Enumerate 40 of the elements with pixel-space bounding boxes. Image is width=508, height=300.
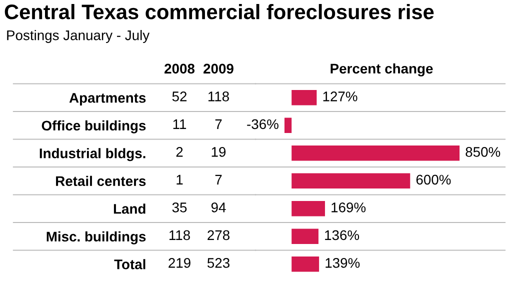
y-tick-label: Land [114,204,146,214]
bar [284,118,292,134]
chart-title: Percent change [330,63,433,76]
data-label: 169% [332,202,366,212]
data-label: 278 [208,230,230,240]
data-label: 850% [466,147,500,157]
chart-title: Central Texas commercial foreclosures rise [4,4,434,20]
data-label: 600% [416,174,451,185]
bar [292,228,318,244]
data-label: 35 [172,202,187,212]
y-tick-label: Retail centers [56,176,146,186]
data-label: 19 [212,147,226,157]
y-tick-label: Apartments [69,93,146,106]
data-label: 136% [325,230,360,240]
data-label: 52 [172,92,187,102]
bar [292,200,325,216]
data-label: 94 [211,202,226,212]
x-tick-label: 2008 [164,64,195,74]
data-label: 139% [326,258,360,268]
bar [292,90,317,106]
bar [292,145,460,161]
y-tick-label: Office buildings [42,120,146,134]
data-label: 219 [168,258,190,268]
y-tick-label: Industrial bldgs. [40,148,146,162]
y-tick-label: Total [114,259,146,270]
data-label: 7 [215,174,222,184]
data-label: 118 [208,92,229,102]
data-label: 1 [176,174,183,184]
chart-subtitle: Postings January - July [7,30,150,43]
data-label: 118 [169,230,190,240]
bar [292,256,320,272]
data-label: 2 [176,147,183,157]
data-label: 7 [215,119,222,129]
y-tick-label: Misc. buildings [46,231,146,244]
x-tick-label: 2009 [204,64,234,74]
bar [292,173,410,189]
data-label: -36% [247,119,278,130]
data-label: 11 [173,119,186,129]
data-label: 523 [207,258,230,268]
data-label: 127% [323,92,358,102]
